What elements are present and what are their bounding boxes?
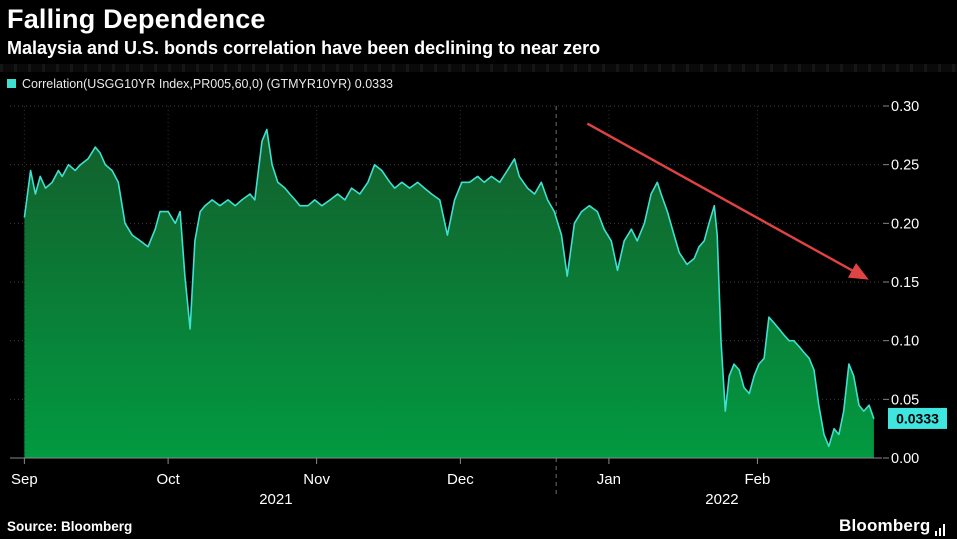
series-area-line (23, 128, 875, 458)
chart-legend: Correlation(USGG10YR Index,PR005,60,0) (… (0, 72, 957, 91)
chart-header: Falling Dependence Malaysia and U.S. bon… (0, 0, 957, 59)
svg-text:Feb: Feb (744, 471, 770, 488)
legend-swatch-icon (7, 79, 16, 89)
last-value-badge: 0.0333 (888, 407, 947, 429)
svg-text:0.25: 0.25 (891, 157, 919, 173)
chart-title: Falling Dependence (7, 4, 266, 34)
svg-text:Nov: Nov (303, 471, 330, 488)
svg-text:Oct: Oct (156, 471, 180, 488)
svg-text:Sep: Sep (11, 471, 38, 488)
divider-strip (0, 63, 957, 72)
source-label: Source: Bloomberg (7, 518, 133, 534)
trend-arrow-annotation (586, 122, 869, 280)
svg-text:2021: 2021 (259, 491, 292, 508)
svg-text:0.20: 0.20 (891, 216, 919, 232)
svg-text:2022: 2022 (705, 491, 738, 508)
svg-text:0.15: 0.15 (891, 275, 919, 291)
svg-text:Jan: Jan (597, 471, 621, 488)
correlation-area-chart: 0.30 0.25 0.20 0.15 0.10 0.05 0.00 Sep Oct Nov Dec… (10, 99, 947, 508)
chart-subtitle: Malaysia and U.S. bonds correlation have… (7, 37, 601, 58)
svg-text:0.00: 0.00 (891, 451, 919, 467)
axes-and-ticks: 0.30 0.25 0.20 0.15 0.10 0.05 0.00 Sep Oct Nov Dec… (10, 99, 919, 508)
bloomberg-logo-text: Bloomberg (838, 516, 931, 535)
svg-text:0.30: 0.30 (891, 99, 919, 115)
chart-footer: Source: Bloomberg Bloomberg (0, 516, 957, 536)
svg-text:0.10: 0.10 (891, 333, 919, 349)
legend-label: Correlation(USGG10YR Index,PR005,60,0) (… (22, 76, 393, 91)
svg-text:0.0333: 0.0333 (896, 410, 939, 426)
svg-text:Dec: Dec (447, 471, 474, 488)
bloomberg-chart-bars-icon (934, 523, 945, 536)
svg-text:0.05: 0.05 (891, 392, 919, 408)
bloomberg-logo: Bloomberg (839, 516, 945, 536)
